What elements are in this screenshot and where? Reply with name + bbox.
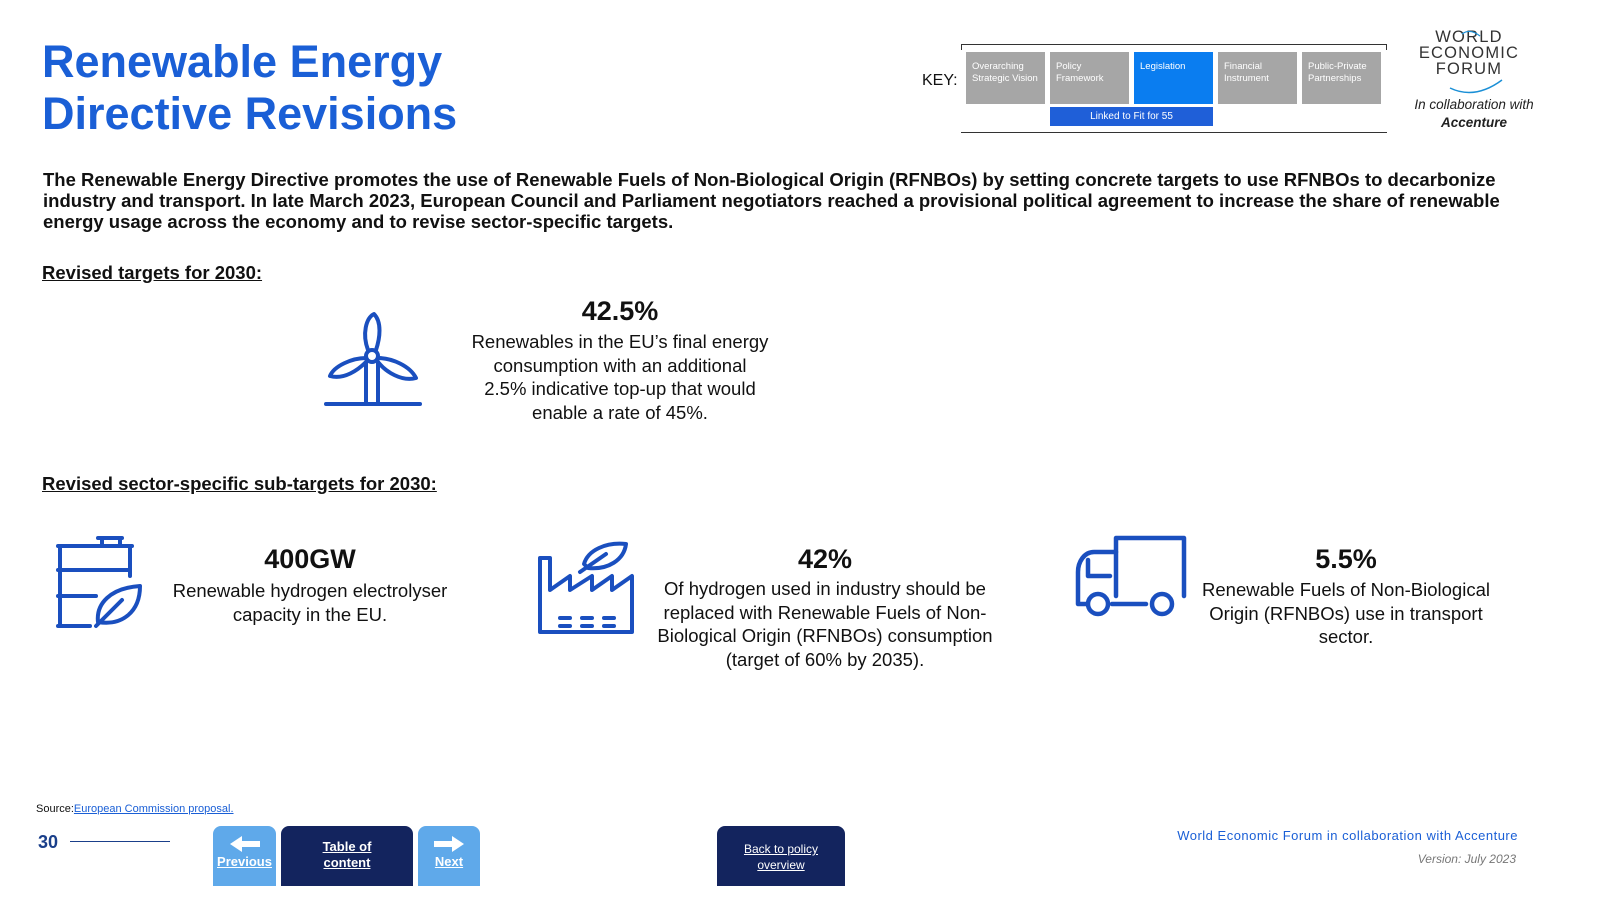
wef-logo-line-2: ECONOMIC bbox=[1418, 44, 1520, 62]
source-note: Source:European Commission proposal. bbox=[36, 803, 234, 815]
page-number: 30 bbox=[38, 832, 59, 852]
previous-label: Previous bbox=[217, 854, 272, 869]
intro-paragraph: The Renewable Energy Directive promotes … bbox=[43, 169, 1500, 232]
source-prefix: Source: bbox=[36, 803, 74, 815]
arrow-left-icon bbox=[229, 836, 260, 852]
wef-logo: WORLD ECONOMIC FORUM bbox=[1414, 28, 1524, 78]
page-title: Renewable Energy Directive Revisions bbox=[42, 36, 562, 140]
collab-prefix: In collaboration with bbox=[1414, 97, 1534, 112]
next-button[interactable]: Next bbox=[418, 826, 480, 886]
page-title-line-1: Renewable Energy bbox=[42, 36, 443, 87]
wef-logo-line-3: FORUM bbox=[1435, 60, 1503, 78]
stat-renewables-value: 42.5% bbox=[581, 296, 659, 326]
wind-turbine-icon bbox=[322, 310, 424, 410]
key-legislation: Legislation bbox=[1134, 52, 1213, 104]
back-to-policy-overview-label: Back to policy overview bbox=[743, 842, 819, 872]
collab-partner: Accenture bbox=[1440, 115, 1508, 130]
green-factory-icon bbox=[536, 540, 636, 636]
source-link[interactable]: European Commission proposal. bbox=[73, 803, 234, 815]
collaboration-note: In collaboration with Accenture bbox=[1400, 96, 1548, 132]
key-linked-fit-for-55: Linked to Fit for 55 bbox=[1050, 107, 1213, 126]
wef-logo-line-1: WORLD bbox=[1435, 28, 1503, 46]
key-label: KEY: bbox=[922, 72, 958, 89]
page-number-divider bbox=[70, 841, 170, 842]
stat-transport-desc: Renewable Fuels of Non-Biological Origin… bbox=[1202, 579, 1490, 647]
stat-transport-value: 5.5% bbox=[1315, 544, 1377, 574]
footer-version: Version: July 2023 bbox=[1417, 852, 1516, 866]
stat-electrolyser-value: 400GW bbox=[264, 544, 356, 574]
footer-organization: World Economic Forum in collaboration wi… bbox=[1177, 828, 1518, 843]
table-of-content-button[interactable]: Table of content bbox=[281, 826, 413, 886]
table-of-content-label: Table of content bbox=[322, 839, 372, 870]
key-public-private-partnerships: Public-Private Partnerships bbox=[1302, 52, 1381, 104]
truck-icon bbox=[1074, 534, 1188, 618]
wef-logo-arc-icon bbox=[1449, 30, 1503, 94]
arrow-right-icon bbox=[434, 836, 464, 852]
hydrogen-tank-leaf-icon bbox=[52, 534, 144, 630]
key-overarching-strategic-vision: Overarching Strategic Vision bbox=[966, 52, 1045, 104]
stat-renewables-desc: Renewables in the EU’s final energy cons… bbox=[471, 331, 769, 423]
key-financial-instrument: Financial Instrument bbox=[1218, 52, 1297, 104]
stat-electrolyser-desc: Renewable hydrogen electrolyser capacity… bbox=[172, 580, 448, 625]
section-heading-targets: Revised targets for 2030: bbox=[42, 262, 263, 283]
next-label: Next bbox=[434, 854, 464, 869]
key-frame bbox=[961, 44, 1387, 133]
key-policy-framework: Policy Framework bbox=[1050, 52, 1129, 104]
previous-button[interactable]: Previous bbox=[213, 826, 276, 886]
page-title-line-2: Directive Revisions bbox=[42, 88, 458, 139]
stat-industry-hydrogen-value: 42% bbox=[797, 544, 853, 574]
section-heading-sub-targets: Revised sector-specific sub-targets for … bbox=[42, 473, 437, 494]
back-to-policy-overview-button[interactable]: Back to policy overview bbox=[717, 826, 845, 886]
stat-industry-hydrogen-desc: Of hydrogen used in industry should be r… bbox=[657, 578, 993, 670]
